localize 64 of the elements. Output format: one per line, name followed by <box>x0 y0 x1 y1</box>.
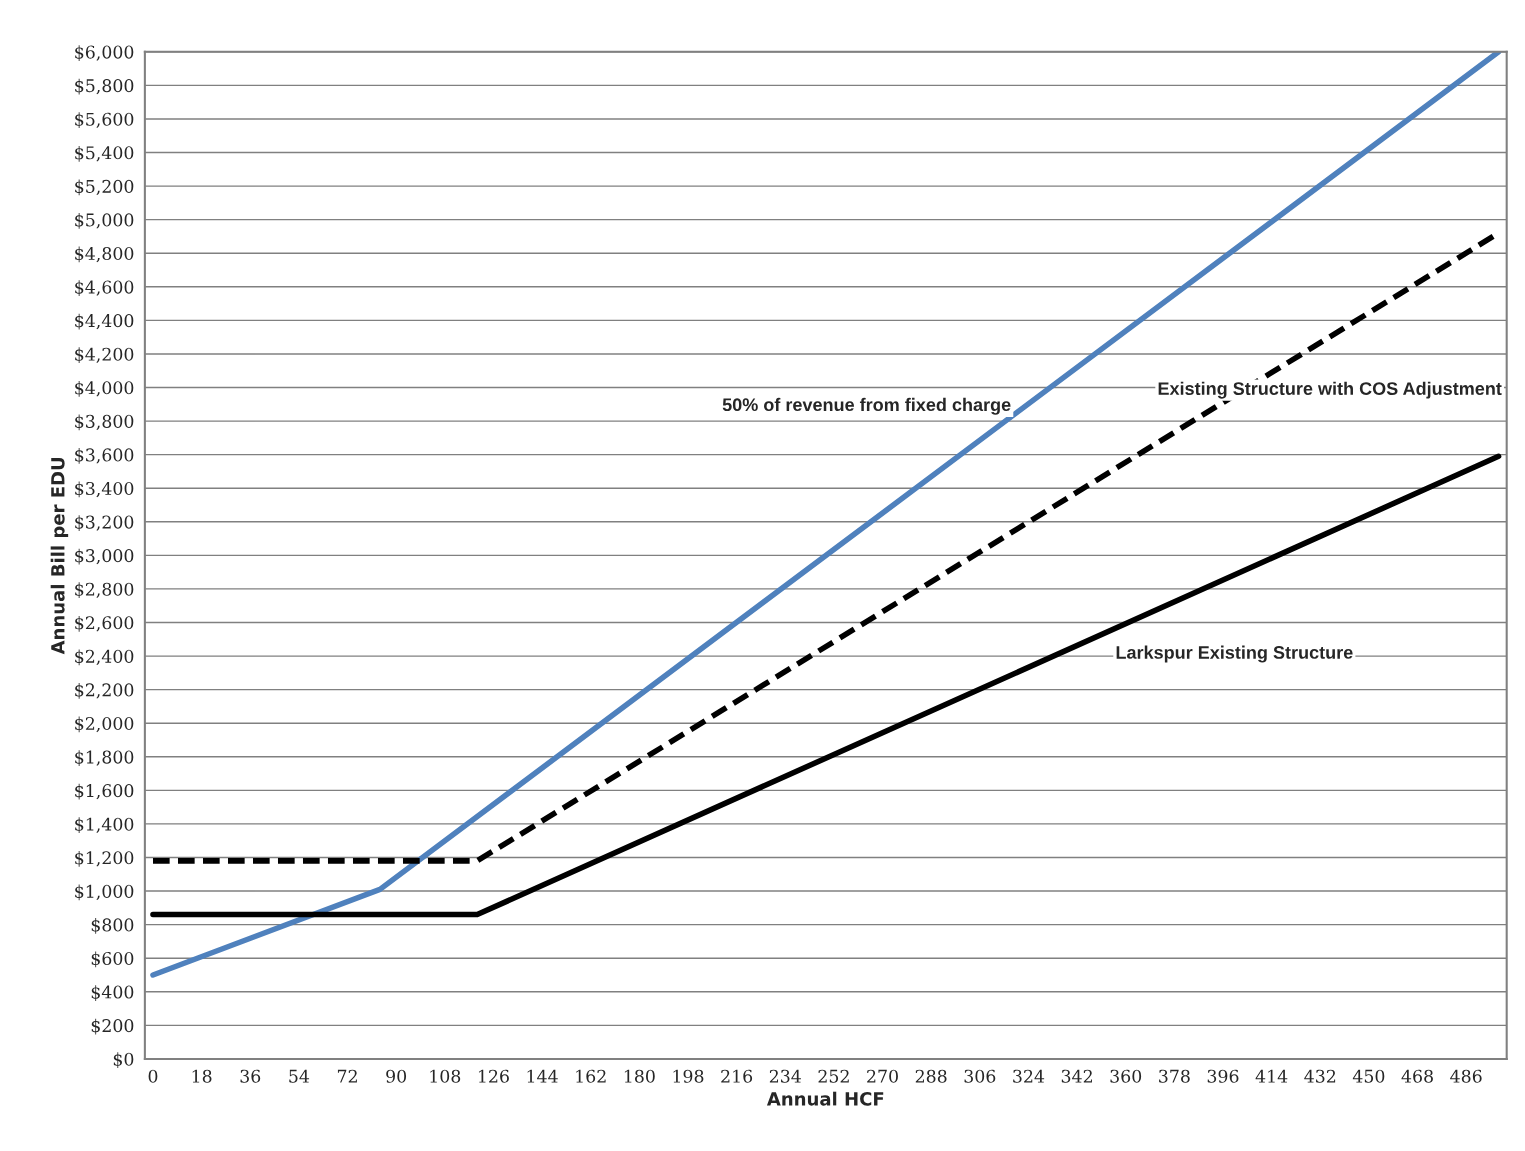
x-tick-label: 468 <box>1401 1069 1433 1083</box>
y-tick-label: $2,200 <box>75 683 134 699</box>
y-tick-label: $0 <box>113 1052 134 1069</box>
y-tick-label: $4,400 <box>75 313 134 330</box>
y-tick-label: $2,600 <box>75 615 134 632</box>
y-tick-label: $3,800 <box>75 414 134 431</box>
x-tick-label: 198 <box>673 1069 704 1083</box>
y-axis-title: Annual Bill per EDU <box>50 457 69 655</box>
annotation: Larkspur Existing Structure <box>1116 645 1353 663</box>
x-tick-label: 162 <box>576 1069 606 1083</box>
annotation: Existing Structure with COS Adjustment <box>1158 381 1502 399</box>
x-tick-label: 54 <box>289 1069 310 1083</box>
x-tick-label: 216 <box>721 1069 753 1083</box>
x-tick-label: 234 <box>769 1069 801 1083</box>
y-tick-label: $5,600 <box>75 112 134 129</box>
y-tick-label: $4,000 <box>75 380 134 397</box>
y-tick-label: $5,200 <box>75 179 134 196</box>
x-tick-label: 90 <box>386 1069 407 1083</box>
x-tick-label: 36 <box>240 1069 261 1083</box>
annotation: 50% of revenue from fixed charge <box>722 397 1011 415</box>
x-tick-label: 414 <box>1255 1069 1288 1083</box>
x-tick-label: 288 <box>915 1069 947 1083</box>
y-tick-label: $1,800 <box>75 750 134 766</box>
x-tick-label: 378 <box>1159 1069 1190 1083</box>
x-tick-label: 0 <box>148 1069 158 1083</box>
x-tick-label: 18 <box>192 1069 212 1083</box>
x-tick-label: 342 <box>1061 1069 1092 1083</box>
y-tick-label: $3,400 <box>75 481 134 498</box>
x-tick-label: 252 <box>818 1069 849 1083</box>
x-tick-label: 486 <box>1450 1069 1482 1083</box>
y-tick-label: $4,600 <box>75 280 134 296</box>
y-tick-label: $5,400 <box>75 145 134 162</box>
x-tick-label: 126 <box>478 1069 509 1083</box>
y-tick-label: $3,000 <box>75 548 134 565</box>
y-tick-label: $5,000 <box>75 213 134 229</box>
y-tick-label: $3,200 <box>75 515 134 531</box>
x-tick-label: 144 <box>527 1069 558 1083</box>
y-tick-label: $1,200 <box>75 850 134 867</box>
y-tick-label: $2,000 <box>75 716 134 733</box>
y-tick-label: $1,600 <box>75 783 134 800</box>
y-tick-label: $2,800 <box>75 582 134 599</box>
x-tick-label: 180 <box>624 1069 655 1083</box>
x-tick-label: 324 <box>1013 1069 1045 1083</box>
y-tick-label: $400 <box>91 985 134 1001</box>
y-tick-label: $6,000 <box>75 45 134 61</box>
y-tick-label: $4,200 <box>75 347 134 364</box>
y-tick-label: $200 <box>91 1018 134 1035</box>
x-tick-label: 432 <box>1304 1069 1336 1083</box>
x-tick-label: 360 <box>1110 1069 1142 1083</box>
x-tick-label: 108 <box>430 1069 461 1083</box>
y-tick-label: $800 <box>91 918 134 934</box>
x-axis-title: Annual HCF <box>766 1091 884 1106</box>
y-tick-label: $600 <box>91 951 134 968</box>
x-tick-label: 270 <box>867 1069 898 1083</box>
y-tick-label: $3,600 <box>75 448 134 464</box>
y-tick-label: $1,400 <box>75 817 134 834</box>
y-tick-label: $2,400 <box>75 649 134 666</box>
x-tick-label: 450 <box>1352 1069 1385 1083</box>
x-tick-label: 396 <box>1207 1069 1239 1083</box>
y-tick-label: $4,800 <box>75 246 134 263</box>
y-tick-label: $5,800 <box>75 78 134 95</box>
x-tick-label: 306 <box>964 1069 996 1083</box>
x-tick-label: 72 <box>337 1069 357 1083</box>
y-tick-label: $1,000 <box>75 884 134 901</box>
